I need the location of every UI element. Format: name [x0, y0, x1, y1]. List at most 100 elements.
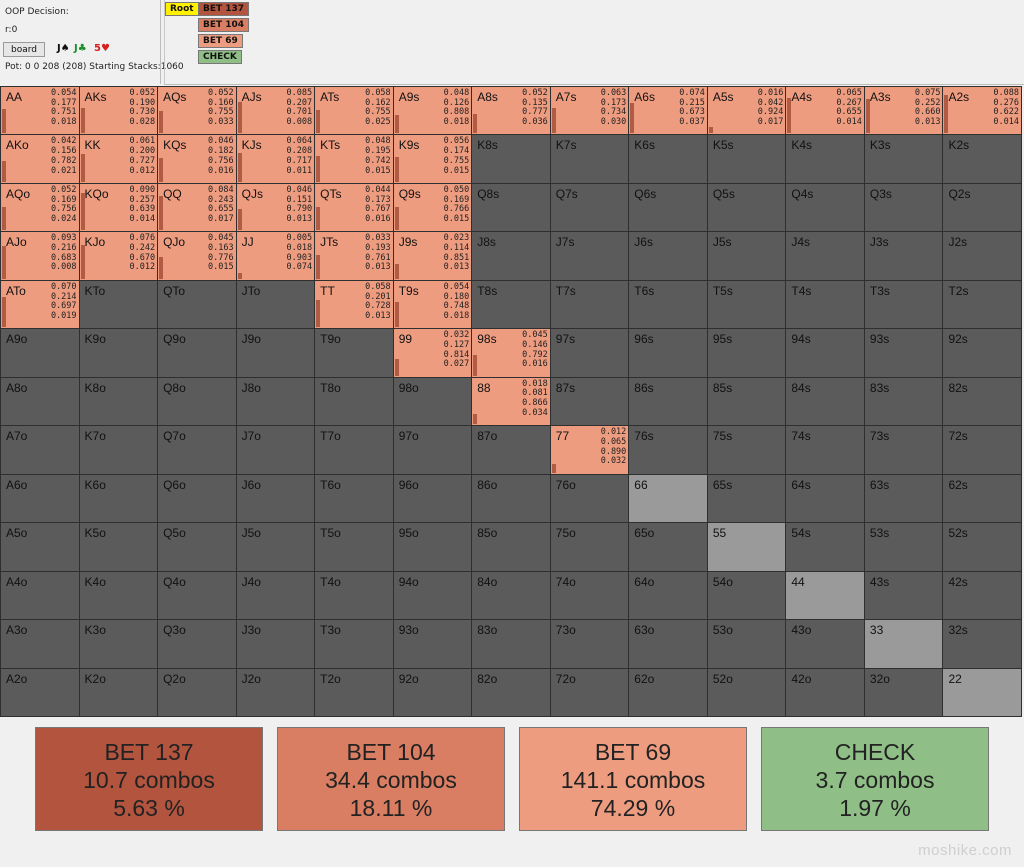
hand-cell-j8s[interactable]: J8s [471, 231, 551, 281]
hand-cell-84s[interactable]: 84s [785, 376, 865, 427]
tree-node-bet-137[interactable]: BET 137 [198, 2, 250, 16]
hand-cell-63s[interactable]: 63s [863, 473, 944, 524]
hand-cell-j5s[interactable]: J5s [706, 231, 787, 281]
hand-cell-a2s[interactable]: 0.088 0.276 0.622 0.014 A2s [942, 86, 1022, 136]
hand-cell-t7o[interactable]: T7o [314, 425, 394, 475]
hand-cell-k7o[interactable]: K7o [78, 425, 159, 475]
hand-cell-j6o[interactable]: J6o [235, 473, 316, 524]
hand-cell-q2s[interactable]: Q2s [942, 182, 1022, 233]
hand-cell-a8o[interactable]: A8o [0, 376, 80, 427]
hand-cell-97s[interactable]: 97s [549, 328, 630, 378]
hand-cell-t2s[interactable]: T2s [942, 279, 1022, 330]
hand-cell-k2o[interactable]: K2o [78, 667, 159, 717]
hand-cell-ajo[interactable]: 0.093 0.216 0.683 0.008 AJo [0, 231, 80, 281]
hand-cell-22[interactable]: 22 [942, 667, 1022, 717]
hand-cell-54o[interactable]: 54o [706, 570, 787, 621]
hand-cell-82s[interactable]: 82s [942, 376, 1022, 427]
hand-cell-q2o[interactable]: Q2o [157, 667, 237, 717]
hand-cell-q8o[interactable]: Q8o [157, 376, 237, 427]
hand-cell-62s[interactable]: 62s [942, 473, 1022, 524]
hand-cell-qjs[interactable]: 0.046 0.151 0.790 0.013 QJs [235, 182, 316, 233]
hand-cell-a5s[interactable]: 0.016 0.042 0.924 0.017 A5s [706, 86, 787, 136]
hand-cell-42s[interactable]: 42s [942, 570, 1022, 621]
hand-cell-86o[interactable]: 86o [471, 473, 551, 524]
hand-cell-k4s[interactable]: K4s [785, 134, 865, 184]
hand-cell-j3s[interactable]: J3s [863, 231, 944, 281]
hand-cell-64s[interactable]: 64s [785, 473, 865, 524]
hand-cell-q4s[interactable]: Q4s [785, 182, 865, 233]
board-button[interactable]: board [3, 42, 45, 57]
hand-cell-44[interactable]: 44 [785, 570, 865, 621]
hand-cell-77[interactable]: 0.012 0.065 0.890 0.032 77 [549, 425, 630, 475]
hand-cell-q7o[interactable]: Q7o [157, 425, 237, 475]
hand-cell-k6o[interactable]: K6o [78, 473, 159, 524]
hand-cell-kto[interactable]: KTo [78, 279, 159, 330]
hand-cell-k8s[interactable]: K8s [471, 134, 551, 184]
hand-cell-a7o[interactable]: A7o [0, 425, 80, 475]
hand-cell-72s[interactable]: 72s [942, 425, 1022, 475]
hand-cell-94s[interactable]: 94s [785, 328, 865, 378]
hand-cell-jts[interactable]: 0.033 0.193 0.761 0.013 JTs [314, 231, 394, 281]
hand-cell-a6s[interactable]: 0.074 0.215 0.673 0.037 A6s [628, 86, 708, 136]
hand-cell-54s[interactable]: 54s [785, 522, 865, 572]
hand-cell-74o[interactable]: 74o [549, 570, 630, 621]
hand-cell-ajs[interactable]: 0.085 0.207 0.701 0.008 AJs [235, 86, 316, 136]
hand-cell-kqo[interactable]: 0.090 0.257 0.639 0.014 KQo [78, 182, 159, 233]
hand-cell-q7s[interactable]: Q7s [549, 182, 630, 233]
summary-bet-69[interactable]: BET 69 141.1 combos 74.29 % [519, 727, 747, 831]
hand-cell-93o[interactable]: 93o [392, 619, 473, 669]
hand-cell-t4s[interactable]: T4s [785, 279, 865, 330]
hand-cell-k2s[interactable]: K2s [942, 134, 1022, 184]
hand-cell-k6s[interactable]: K6s [628, 134, 708, 184]
hand-cell-k5o[interactable]: K5o [78, 522, 159, 572]
hand-cell-q9s[interactable]: 0.050 0.169 0.766 0.015 Q9s [392, 182, 473, 233]
hand-cell-96s[interactable]: 96s [628, 328, 708, 378]
hand-cell-98s[interactable]: 0.045 0.146 0.792 0.016 98s [471, 328, 551, 378]
hand-cell-75o[interactable]: 75o [549, 522, 630, 572]
hand-cell-33[interactable]: 33 [863, 619, 944, 669]
hand-cell-83s[interactable]: 83s [863, 376, 944, 427]
hand-cell-82o[interactable]: 82o [471, 667, 551, 717]
hand-cell-32s[interactable]: 32s [942, 619, 1022, 669]
hand-cell-t3o[interactable]: T3o [314, 619, 394, 669]
hand-cell-aqo[interactable]: 0.052 0.169 0.756 0.024 AQo [0, 182, 80, 233]
hand-cell-65s[interactable]: 65s [706, 473, 787, 524]
hand-cell-a9s[interactable]: 0.048 0.126 0.808 0.018 A9s [392, 86, 473, 136]
hand-cell-92s[interactable]: 92s [942, 328, 1022, 378]
hand-cell-j6s[interactable]: J6s [628, 231, 708, 281]
hand-cell-t3s[interactable]: T3s [863, 279, 944, 330]
hand-cell-aks[interactable]: 0.052 0.190 0.730 0.028 AKs [78, 86, 159, 136]
hand-cell-a4o[interactable]: A4o [0, 570, 80, 621]
hand-cell-72o[interactable]: 72o [549, 667, 630, 717]
hand-cell-j4o[interactable]: J4o [235, 570, 316, 621]
hand-cell-95o[interactable]: 95o [392, 522, 473, 572]
hand-cell-a7s[interactable]: 0.063 0.173 0.734 0.030 A7s [549, 86, 630, 136]
hand-cell-k4o[interactable]: K4o [78, 570, 159, 621]
hand-cell-t9o[interactable]: T9o [314, 328, 394, 378]
hand-cell-95s[interactable]: 95s [706, 328, 787, 378]
summary-check[interactable]: CHECK 3.7 combos 1.97 % [761, 727, 989, 831]
hand-cell-75s[interactable]: 75s [706, 425, 787, 475]
hand-cell-a8s[interactable]: 0.052 0.135 0.777 0.036 A8s [471, 86, 551, 136]
hand-cell-q5s[interactable]: Q5s [706, 182, 787, 233]
hand-cell-a3s[interactable]: 0.075 0.252 0.660 0.013 A3s [863, 86, 944, 136]
hand-cell-32o[interactable]: 32o [863, 667, 944, 717]
hand-cell-94o[interactable]: 94o [392, 570, 473, 621]
hand-cell-q8s[interactable]: Q8s [471, 182, 551, 233]
hand-cell-t5o[interactable]: T5o [314, 522, 394, 572]
hand-cell-k7s[interactable]: K7s [549, 134, 630, 184]
hand-cell-a6o[interactable]: A6o [0, 473, 80, 524]
hand-cell-aqs[interactable]: 0.052 0.160 0.755 0.033 AQs [157, 86, 237, 136]
hand-cell-96o[interactable]: 96o [392, 473, 473, 524]
hand-cell-83o[interactable]: 83o [471, 619, 551, 669]
hand-cell-jto[interactable]: JTo [235, 279, 316, 330]
hand-cell-ato[interactable]: 0.070 0.214 0.697 0.019 ATo [0, 279, 80, 330]
hand-cell-kjs[interactable]: 0.064 0.208 0.717 0.011 KJs [235, 134, 316, 184]
hand-cell-a5o[interactable]: A5o [0, 522, 80, 572]
hand-cell-42o[interactable]: 42o [785, 667, 865, 717]
hand-cell-qjo[interactable]: 0.045 0.163 0.776 0.015 QJo [157, 231, 237, 281]
hand-cell-qts[interactable]: 0.044 0.173 0.767 0.016 QTs [314, 182, 394, 233]
hand-cell-99[interactable]: 0.032 0.127 0.814 0.027 99 [392, 328, 473, 378]
hand-cell-43o[interactable]: 43o [785, 619, 865, 669]
hand-cell-73s[interactable]: 73s [863, 425, 944, 475]
